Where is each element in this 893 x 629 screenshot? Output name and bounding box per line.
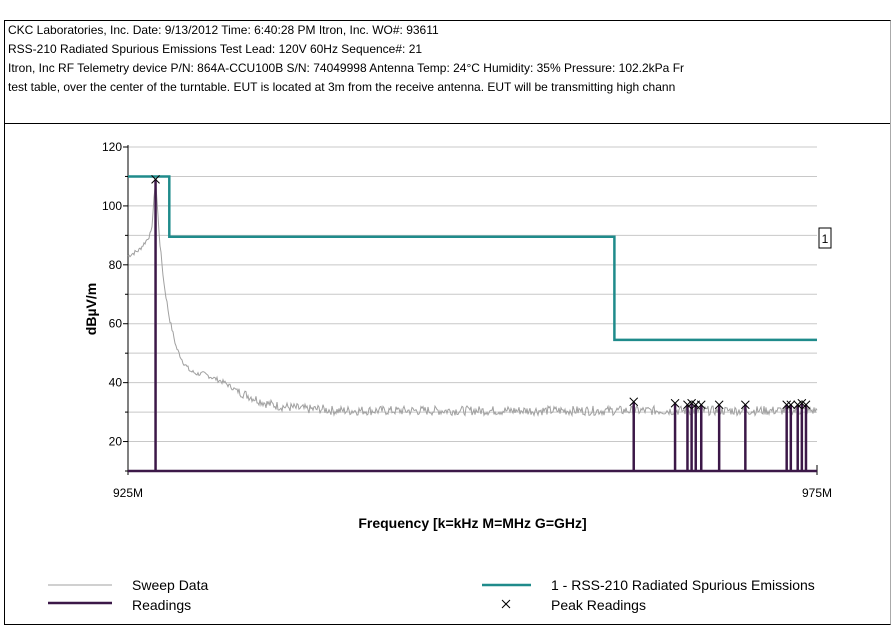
series-layer	[127, 175, 832, 473]
legend-label-limit: 1 - RSS-210 Radiated Spurious Emissions	[551, 577, 815, 593]
legend-label-peak: Peak Readings	[551, 597, 646, 613]
x-tick-label-start: 925M	[113, 486, 143, 500]
y-axis-title: dBµV/m	[83, 283, 99, 335]
legend-swatch-peak	[501, 599, 511, 609]
peak-marker-9	[782, 400, 792, 410]
y-tick-label-80: 80	[109, 258, 123, 272]
x-tick-label-end: 975M	[802, 486, 832, 500]
legend-label-readings: Readings	[132, 597, 191, 613]
label-layer: 20 40 60 80 100 120 925M 975M Frequency [k=kHz M…	[83, 140, 832, 531]
peak-marker-13	[801, 400, 811, 410]
report-frame: CKC Laboratories, Inc. Date: 9/13/2012 T…	[4, 20, 891, 625]
y-tick-label-120: 120	[102, 140, 122, 154]
report-header: CKC Laboratories, Inc. Date: 9/13/2012 T…	[5, 21, 890, 124]
peak-marker-10	[786, 400, 796, 410]
grid-layer	[128, 146, 817, 472]
sweep-data-line	[127, 184, 818, 418]
y-tick-label-20: 20	[109, 435, 123, 449]
peak-marker-7	[714, 400, 724, 410]
legend-layer: Sweep Data Readings 1 - RSS-210 Radiated S…	[48, 577, 815, 613]
peak-marker-1	[629, 397, 639, 407]
y-tick-label-100: 100	[102, 199, 122, 213]
header-line-device: Itron, Inc RF Telemetry device P/N: 864A…	[8, 61, 685, 75]
header-line-test: RSS-210 Radiated Spurious Emissions Test…	[8, 42, 423, 56]
header-line-company: CKC Laboratories, Inc. Date: 9/13/2012 T…	[8, 23, 439, 37]
limit-marker-box	[818, 227, 832, 249]
peak-marker-8	[740, 400, 750, 410]
limit-marker-label: 1	[822, 232, 829, 246]
peak-marker-2	[670, 398, 680, 408]
y-tick-label-40: 40	[109, 376, 123, 390]
limit-line	[128, 175, 817, 342]
axis-layer	[123, 145, 818, 475]
header-line-setup: test table, over the center of the turnt…	[8, 80, 676, 94]
peak-marker-6	[696, 400, 706, 410]
y-tick-label-60: 60	[109, 317, 123, 331]
legend-label-sweep: Sweep Data	[132, 577, 208, 593]
peak-marker-0	[151, 175, 160, 184]
x-axis-title: Frequency [k=kHz M=MHz G=GHz]	[358, 515, 586, 531]
